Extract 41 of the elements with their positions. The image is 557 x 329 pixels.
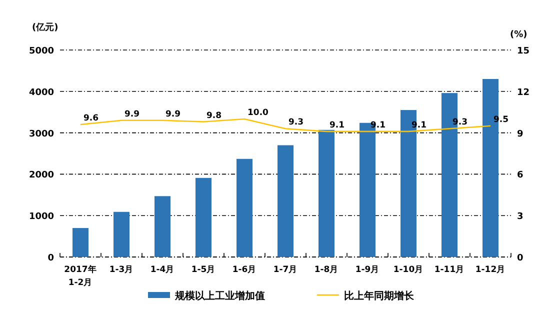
y-axis-title: (亿元) (32, 22, 58, 33)
bar (318, 130, 334, 257)
legend-label: 比上年同期增长 (344, 290, 415, 302)
bar (278, 145, 294, 257)
y-tick-label: 1000 (28, 212, 54, 222)
x-tick-label: 1-7月 (273, 264, 298, 275)
data-label: 9.6 (84, 114, 99, 124)
data-label: 9.9 (124, 109, 140, 120)
data-label: 9.8 (206, 110, 222, 121)
x-tick-label: 1-3月 (109, 264, 134, 275)
bar (72, 228, 88, 257)
x-tick-label: 1-4月 (150, 264, 175, 275)
legend-label: 规模以上工业增加值 (174, 290, 265, 302)
y-tick-label: 4000 (28, 88, 54, 98)
x-tick-label: 1-5月 (191, 264, 216, 275)
bar (154, 196, 170, 257)
x-tick-label: 1-8月 (314, 264, 339, 275)
bar (236, 158, 252, 257)
x-tick-label: 2017年 1-2月 (64, 264, 97, 288)
x-tick-label: 1-6月 (232, 264, 257, 275)
y2-axis-title: (%) (510, 30, 528, 40)
data-label: 10.0 (248, 108, 269, 118)
bar (196, 178, 212, 257)
y2-tick-label: 0 (517, 254, 524, 264)
data-label: 9.9 (166, 109, 181, 120)
y-tick-label: 3000 (28, 129, 54, 140)
x-tick-label: 1-10月 (393, 264, 424, 275)
x-tick-label: 1-11月 (434, 264, 465, 275)
y-tick-label: 0 (48, 254, 54, 264)
y2-tick-label: 3 (517, 212, 524, 222)
y2-tick-label: 15 (517, 46, 530, 56)
x-tick-label: 1-12月 (475, 264, 506, 275)
data-label: 9.3 (288, 118, 304, 128)
y2-tick-label: 12 (517, 88, 530, 98)
y2-tick-label: 9 (517, 129, 524, 140)
bar (114, 212, 130, 257)
x-tick-label: 1-9月 (355, 264, 380, 275)
y2-tick-label: 6 (517, 170, 524, 181)
y-tick-label: 2000 (28, 170, 54, 181)
y-tick-label: 5000 (28, 46, 54, 56)
data-label: 9.1 (330, 120, 345, 130)
